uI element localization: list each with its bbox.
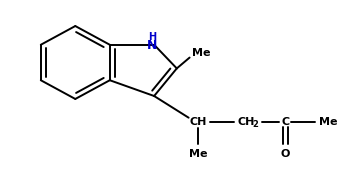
Text: N: N (147, 39, 157, 52)
Text: O: O (281, 149, 290, 159)
Text: Me: Me (319, 117, 337, 127)
Text: C: C (281, 117, 289, 127)
Text: Me: Me (192, 48, 210, 58)
Text: CH: CH (190, 117, 207, 127)
Text: Me: Me (189, 149, 208, 159)
Text: 2: 2 (253, 120, 259, 129)
Text: CH: CH (237, 117, 255, 127)
Text: H: H (148, 32, 156, 42)
